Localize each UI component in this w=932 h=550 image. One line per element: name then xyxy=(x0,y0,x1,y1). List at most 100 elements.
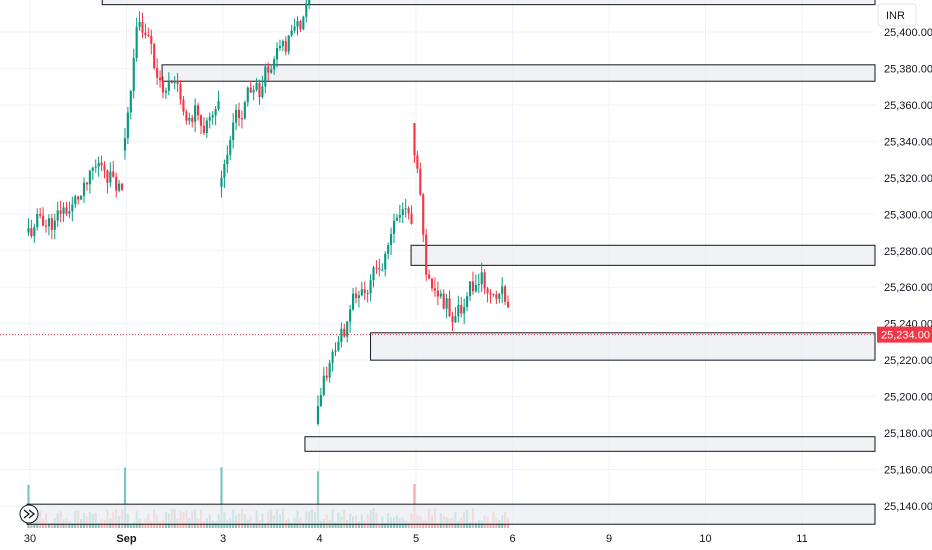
x-tick-label: 11 xyxy=(796,533,807,545)
candle-body xyxy=(132,57,135,92)
x-tick-label: 9 xyxy=(606,533,612,545)
volume-bar xyxy=(290,522,293,528)
candle-body xyxy=(47,218,50,227)
candle-body xyxy=(284,41,287,52)
candle-body xyxy=(264,66,267,87)
candle-body xyxy=(36,214,39,228)
candle-body xyxy=(167,82,170,91)
candle-body xyxy=(495,294,498,299)
volume-bar xyxy=(436,523,439,528)
candle-body xyxy=(340,328,343,342)
candle-body xyxy=(199,115,203,126)
candle-body xyxy=(229,140,232,155)
volume-bar xyxy=(158,521,162,528)
candle-body xyxy=(466,296,469,308)
x-tick-label: 3 xyxy=(220,533,226,545)
candle-body xyxy=(346,321,349,337)
candle-body xyxy=(457,304,460,317)
volume-bar xyxy=(334,521,337,528)
y-tick-label: 25,280.00 xyxy=(884,246,932,258)
volume-bar xyxy=(141,523,144,528)
candle-body xyxy=(153,44,156,68)
candle-body xyxy=(395,217,398,221)
candle-body xyxy=(504,286,507,302)
currency-badge[interactable] xyxy=(877,3,917,27)
candle-body xyxy=(425,234,428,275)
candle-body xyxy=(360,289,363,296)
candle-body xyxy=(442,293,445,309)
candle-body xyxy=(68,211,71,214)
y-tick-label: 25,140.00 xyxy=(884,501,932,513)
candle-body xyxy=(226,154,229,165)
currency-label: INR xyxy=(886,10,905,22)
volume-bar xyxy=(384,522,387,528)
candle-body xyxy=(372,267,375,281)
candle-body xyxy=(428,274,431,279)
candle-body xyxy=(208,117,211,121)
candle-body xyxy=(223,164,226,178)
candle-body xyxy=(354,293,358,298)
x-tick-label: 5 xyxy=(413,533,419,545)
candle-body xyxy=(202,125,205,133)
candle-body xyxy=(243,102,246,119)
candle-body xyxy=(44,225,48,227)
y-tick-label: 25,260.00 xyxy=(884,282,932,294)
y-tick-label: 25,160.00 xyxy=(884,465,932,477)
y-tick-label: 25,220.00 xyxy=(884,355,932,367)
candle-body xyxy=(56,210,59,221)
replay-icon[interactable] xyxy=(19,504,39,524)
candle-body xyxy=(62,207,65,214)
candle-body xyxy=(211,115,214,118)
candle-body xyxy=(322,375,325,396)
candle-body xyxy=(205,120,208,133)
y-tick-label: 25,300.00 xyxy=(884,209,932,221)
candle-body xyxy=(97,162,100,167)
candle-body xyxy=(232,122,235,141)
zone-box xyxy=(370,332,876,361)
candle-body xyxy=(220,177,223,187)
candle-body xyxy=(176,82,179,85)
candle-body xyxy=(489,293,492,295)
volume-bar xyxy=(50,522,53,528)
y-axis: 25,400.00 25,380.00 25,360.00 25,340.00 25,3… xyxy=(877,27,932,513)
candle-body xyxy=(413,123,416,156)
volume-bar xyxy=(123,467,127,528)
candle-body xyxy=(156,67,159,78)
y-tick-label: 25,340.00 xyxy=(884,136,932,148)
candle-body xyxy=(468,281,472,297)
candle-body xyxy=(343,328,346,337)
candle-body xyxy=(71,204,74,212)
volume-bar xyxy=(302,523,305,528)
candle-body xyxy=(237,109,241,119)
candle-body xyxy=(477,284,480,286)
candle-body xyxy=(387,245,390,254)
candle-body xyxy=(308,0,311,5)
candle-body xyxy=(173,82,176,84)
candle-body xyxy=(375,267,378,269)
candle-body xyxy=(144,32,147,35)
candle-body xyxy=(281,41,284,47)
zone-box xyxy=(304,436,876,452)
candle-body xyxy=(463,307,466,314)
candle-body xyxy=(299,21,302,30)
candle-body xyxy=(483,272,486,289)
x-axis: 30 Sep 3 4 5 6 9 10 11 xyxy=(24,533,808,545)
candle-body xyxy=(82,182,86,196)
y-tick-label: 25,180.00 xyxy=(884,428,932,440)
volume-bar xyxy=(316,471,320,528)
candle-body xyxy=(164,90,167,93)
candle-body xyxy=(53,220,56,230)
candle-body xyxy=(270,69,273,73)
candle-body xyxy=(235,109,238,123)
candle-body xyxy=(316,406,320,424)
candle-body xyxy=(401,209,404,215)
candle-body xyxy=(246,87,249,103)
x-tick-label: Sep xyxy=(116,533,136,545)
volume-bar xyxy=(129,523,132,528)
candle-body xyxy=(384,253,387,270)
candle-body xyxy=(448,298,451,317)
y-tick-label: 25,320.00 xyxy=(884,173,932,185)
candle-body xyxy=(369,280,372,294)
candle-body xyxy=(419,168,422,195)
